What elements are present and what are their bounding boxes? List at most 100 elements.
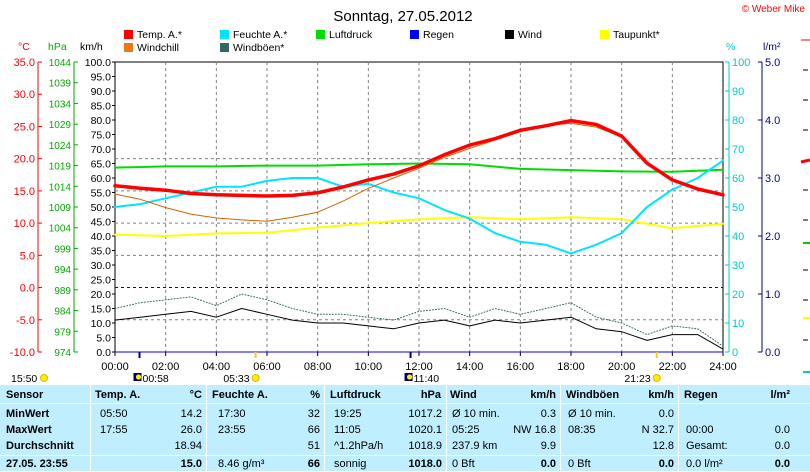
time-tick-label: 14:00 <box>456 361 484 373</box>
left-sun-icon <box>40 374 48 382</box>
time-tick-label: 24:00 <box>709 361 737 373</box>
legend-label: Wind <box>518 29 542 41</box>
temp-tick-label: 0.0 <box>20 283 35 295</box>
sun-moon-markers: 05:33 21:23 00:58 11:40 15:50 <box>11 352 661 385</box>
sunset-label: 21:23 <box>624 373 650 385</box>
humidity-value: 51 <box>307 440 320 452</box>
rain-tick-label: 1.0 <box>765 289 780 301</box>
pct-tick-label: 90 <box>732 86 744 98</box>
temp-tick-label: 15.0 <box>14 186 35 198</box>
wind-value: 0.0 <box>540 458 556 470</box>
kmh-tick-label: 5.0 <box>96 333 111 345</box>
rain-value: 0.0 <box>774 458 790 470</box>
weather-chart: Sonntag, 27.05.2012 © Weber Mike Temp. A… <box>10 4 810 385</box>
humidity-value: 32 <box>307 408 320 420</box>
copyright-label: © Weber Mike <box>742 4 806 15</box>
hpa-tick-label: 1024 <box>49 141 72 152</box>
table-row: 27.05. 23:55 15.0 8.46 g/m³ 66 sonnig 1018.0 0… <box>0 457 810 472</box>
legend-label: Temp. A.* <box>137 29 182 41</box>
time-tick-label: 12:00 <box>405 361 433 373</box>
temp-tick-label: -10.0 <box>10 347 35 359</box>
moonrise-label: 00:58 <box>142 373 168 385</box>
legend-item: Windböen* <box>220 42 284 54</box>
hpa-tick-label: 984 <box>54 307 71 318</box>
legend-item: Luftdruck <box>316 29 373 41</box>
time-tick-label: 06:00 <box>253 361 281 373</box>
pct-tick-label: 30 <box>732 260 744 272</box>
row-label: MaxWert <box>6 424 52 436</box>
time-tick-label: 02:00 <box>152 361 180 373</box>
row-label: Durchschnitt <box>6 440 74 452</box>
legend-label: Luftdruck <box>329 29 373 41</box>
wind-value: 0.3 <box>540 408 556 420</box>
pressure-value: 1017.2 <box>408 408 442 420</box>
pressure-value: 1018.0 <box>408 458 442 470</box>
sunset-icon <box>652 374 661 382</box>
header-temp-unit: °C <box>189 389 202 401</box>
kmh-tick-label: 15.0 <box>91 304 112 316</box>
table-row: MinWert 05:50 14.2 17:30 32 19:25 1017.2 Ø 10 m… <box>0 407 810 422</box>
temp-value: 14.2 <box>180 408 202 420</box>
humidity-time: 8.46 g/m³ <box>218 458 265 470</box>
temp-tick-label: 35.0 <box>14 57 35 69</box>
series-line-taupunkt <box>114 216 724 237</box>
header-gust-unit: km/h <box>648 389 674 401</box>
kmh-tick-label: 70.0 <box>91 144 112 156</box>
temp-time: 05:50 <box>100 408 128 420</box>
gust-time: Ø 10 min. <box>568 408 616 420</box>
legend-swatch <box>220 30 229 39</box>
gust-value: 12.8 <box>652 440 674 452</box>
gust-time: 0 Bft <box>568 458 591 470</box>
temp-time: 17:55 <box>100 424 128 436</box>
legend-label: Taupunkt* <box>613 29 660 41</box>
kmh-tick-label: 50.0 <box>91 202 112 214</box>
hpa-tick-label: 999 <box>54 244 71 255</box>
rain-tick-label: 0.0 <box>765 347 780 359</box>
header-pressure-unit: hPa <box>420 389 441 401</box>
rain-time: Gesamt: <box>686 440 728 452</box>
header-wind: Wind <box>450 389 477 401</box>
series-line-wind <box>114 308 724 350</box>
table-row: MaxWert 17:55 26.0 23:55 66 11:05 1020.1 05:25 N… <box>0 423 810 438</box>
rain-unit-label: l/m² <box>763 41 781 53</box>
edge-fragment <box>800 158 810 164</box>
kmh-tick-label: 0.0 <box>96 347 111 359</box>
gust-value: 0.0 <box>658 408 674 420</box>
series-line-windb-en <box>114 293 724 347</box>
kmh-tick-label: 75.0 <box>91 130 112 142</box>
rain-time: 00:00 <box>686 424 714 436</box>
wind-time: Ø 10 min. <box>452 408 500 420</box>
hpa-tick-label: 979 <box>54 327 71 338</box>
kmh-tick-label: 85.0 <box>91 101 112 113</box>
rain-value: 0.0 <box>774 424 790 436</box>
hpa-tick-label: 994 <box>54 265 71 276</box>
legend-swatch <box>124 30 133 39</box>
hpa-tick-label: 1039 <box>49 79 72 90</box>
kmh-tick-label: 20.0 <box>91 289 112 301</box>
table-header-row: Sensor Temp. A. °C Feuchte A. % Luftdruc… <box>0 388 810 403</box>
kmh-tick-label: 100.0 <box>85 57 111 69</box>
humidity-time: 23:55 <box>218 424 246 436</box>
wind-value: NW 16.8 <box>513 424 556 436</box>
header-temp: Temp. A. <box>95 389 141 401</box>
hpa-tick-label: 1009 <box>49 203 72 214</box>
statistics-table: Sensor Temp. A. °C Feuchte A. % Luftdruc… <box>0 385 810 471</box>
wind-time: 237.9 km <box>452 440 498 452</box>
pct-tick-label: 50 <box>732 202 744 214</box>
time-tick-label: 04:00 <box>203 361 231 373</box>
time-tick-label: 22:00 <box>659 361 687 373</box>
pressure-value: 1020.1 <box>408 424 442 436</box>
temp-value: 18.94 <box>174 440 202 452</box>
humidity-time: 17:30 <box>218 408 246 420</box>
rain-value: 0.0 <box>774 440 790 452</box>
wind-time: 05:25 <box>452 424 480 436</box>
legend-swatch <box>410 30 419 39</box>
pressure-time: ^1.2hPa/h <box>334 440 384 452</box>
kmh-tick-label: 30.0 <box>91 260 112 272</box>
chart-title: Sonntag, 27.05.2012 <box>333 8 472 25</box>
series-line-feuchte-a <box>114 159 724 255</box>
sunrise-icon <box>251 374 260 382</box>
hpa-tick-label: 974 <box>54 348 71 359</box>
temp-unit-label: °C <box>18 41 30 53</box>
time-tick-label: 08:00 <box>304 361 332 373</box>
